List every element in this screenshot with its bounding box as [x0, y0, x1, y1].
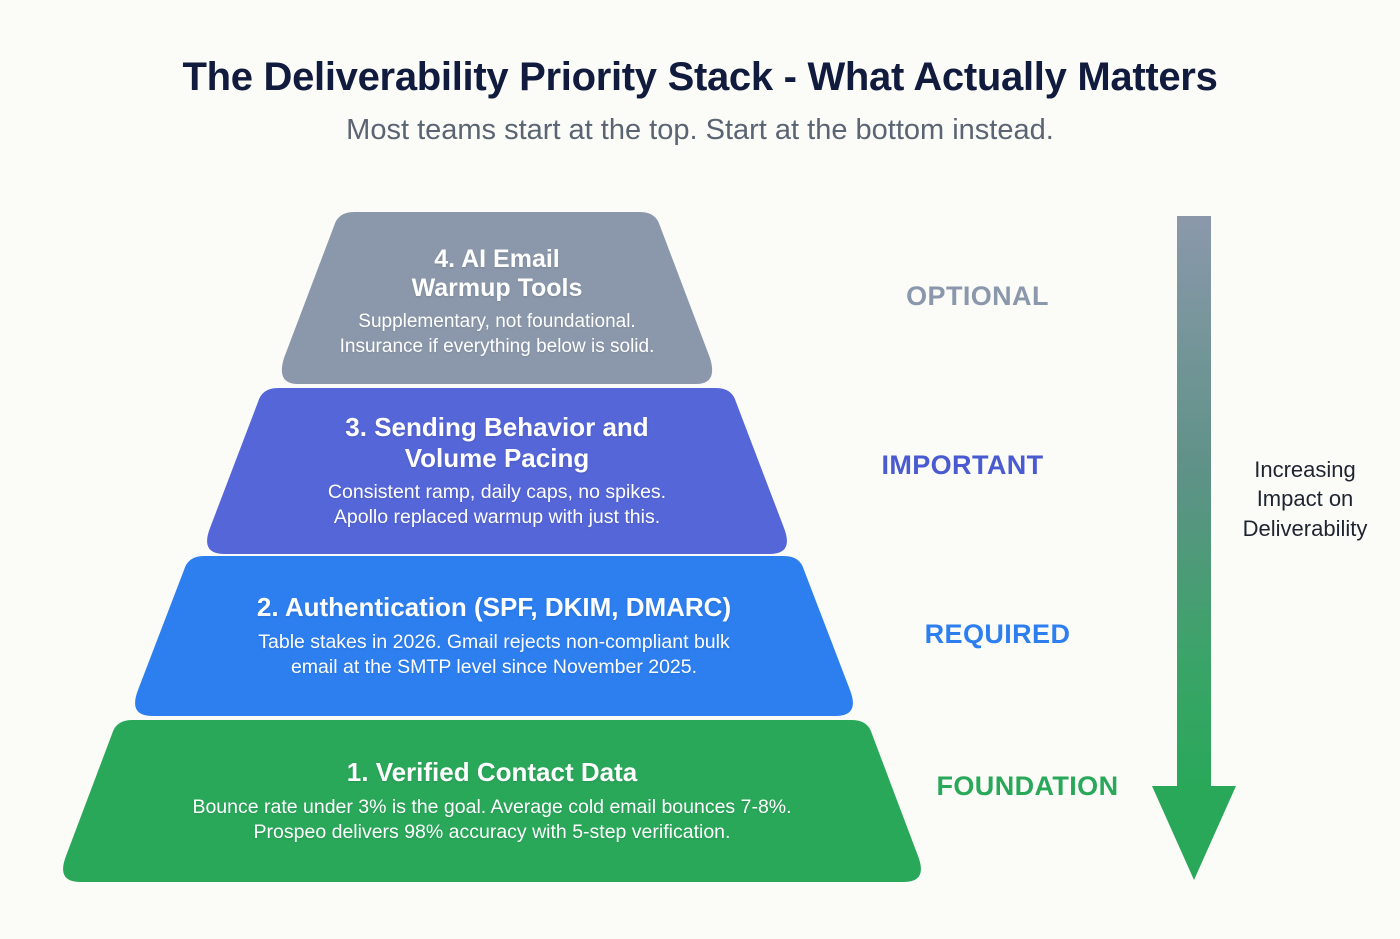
tier-2-trapezoid-shape: [118, 556, 870, 716]
tier-3-desc-line-2: Apollo replaced warmup with just this.: [333, 505, 661, 528]
impact-caption-line-2: Impact on: [1256, 486, 1354, 512]
tier-3-description: Consistent ramp, daily caps, no spikes. …: [224, 480, 770, 530]
tier-3-heading-line-2: Volume Pacing: [404, 442, 590, 473]
tier-4-text: 4. AI Email Warmup Tools Supplementary, …: [262, 245, 732, 359]
impact-caption-line-3: Deliverability: [1242, 515, 1368, 541]
tier-1-trapezoid-shape: [46, 720, 938, 882]
pyramid-tier-1[interactable]: 1. Verified Contact Data Bounce rate und…: [46, 720, 938, 882]
tier-1-heading: 1. Verified Contact Data: [80, 757, 904, 787]
tier-2-desc-line-1: Table stakes in 2026. Gmail rejects non-…: [258, 630, 730, 653]
increasing-impact-arrow-icon: [1140, 208, 1265, 883]
side-label-important: IMPORTANT: [881, 450, 1044, 480]
tier-4-heading-line-2: Warmup Tools: [411, 274, 583, 303]
tier-2-text: 2. Authentication (SPF, DKIM, DMARC) Tab…: [118, 592, 870, 679]
impact-caption-line-1: Increasing: [1254, 457, 1356, 482]
tier-4-heading-line-1: 4. AI Email: [434, 244, 560, 273]
page-subtitle: Most teams start at the top. Start at th…: [346, 113, 1054, 146]
side-label-foundation: FOUNDATION: [936, 771, 1119, 801]
tier-3-heading: 3. Sending Behavior and Volume Pacing: [224, 412, 770, 473]
tier-4-desc-line-1: Supplementary, not foundational.: [358, 311, 636, 333]
tier-2-heading-line-1: 2. Authentication (SPF, DKIM, DMARC): [256, 592, 732, 623]
tier-2-desc-line-2: email at the SMTP level since November 2…: [290, 655, 698, 678]
tier-3-trapezoid-shape: [190, 388, 804, 554]
tier-1-description: Bounce rate under 3% is the goal. Averag…: [80, 795, 904, 845]
tier-1-desc-line-1: Bounce rate under 3% is the goal. Averag…: [192, 795, 792, 818]
tier-4-heading: 4. AI Email Warmup Tools: [296, 245, 698, 304]
tier-1-text: 1. Verified Contact Data Bounce rate und…: [46, 757, 938, 844]
tier-1-heading-line-1: 1. Verified Contact Data: [346, 757, 638, 788]
pyramid-tier-2[interactable]: 2. Authentication (SPF, DKIM, DMARC) Tab…: [118, 556, 870, 716]
tier-2-description: Table stakes in 2026. Gmail rejects non-…: [152, 630, 836, 680]
tier-1-desc-line-2: Prospeo delivers 98% accuracy with 5-ste…: [253, 820, 731, 843]
page-title: The Deliverability Priority Stack - What…: [182, 55, 1218, 99]
tier-3-heading-line-1: 3. Sending Behavior and: [345, 412, 649, 443]
tier-4-trapezoid-shape: [262, 212, 732, 384]
tier-4-description: Supplementary, not foundational. Insuran…: [296, 310, 698, 359]
priority-pyramid: 4. AI Email Warmup Tools Supplementary, …: [46, 212, 938, 882]
tier-3-text: 3. Sending Behavior and Volume Pacing Co…: [190, 412, 804, 530]
tier-2-heading: 2. Authentication (SPF, DKIM, DMARC): [152, 592, 836, 622]
impact-arrow-caption: Increasing Impact on Deliverability: [1215, 455, 1395, 543]
side-label-required: REQUIRED: [924, 619, 1071, 649]
tier-4-desc-line-2: Insurance if everything below is solid.: [339, 335, 655, 357]
pyramid-tier-3[interactable]: 3. Sending Behavior and Volume Pacing Co…: [190, 388, 804, 554]
pyramid-tier-4[interactable]: 4. AI Email Warmup Tools Supplementary, …: [262, 212, 732, 384]
tier-3-desc-line-1: Consistent ramp, daily caps, no spikes.: [327, 480, 667, 503]
header: The Deliverability Priority Stack - What…: [0, 0, 1400, 146]
side-label-optional: OPTIONAL: [906, 281, 1049, 311]
